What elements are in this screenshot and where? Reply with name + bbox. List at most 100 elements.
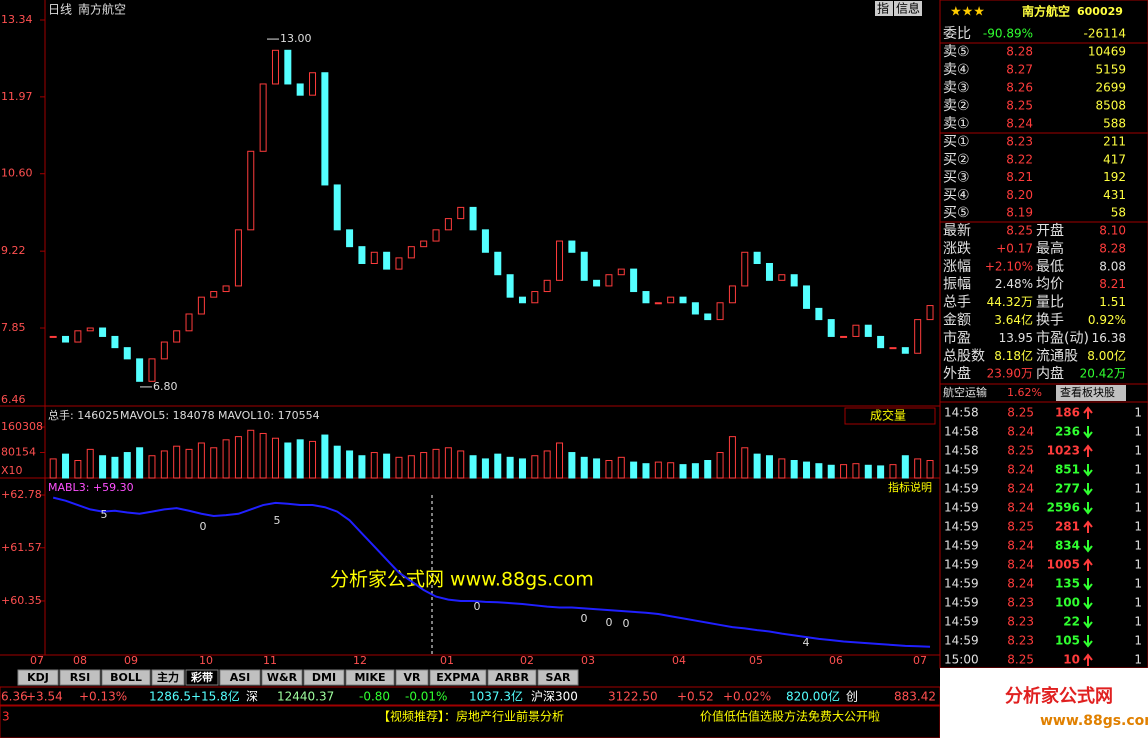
trade-count: 1 [1134, 463, 1142, 477]
trade-time: 14:59 [944, 520, 979, 534]
candle [49, 335, 57, 338]
tab-label[interactable]: SAR [546, 671, 571, 684]
sector-button[interactable] [1056, 385, 1126, 401]
y-tick-label: 160308 [1, 420, 43, 433]
candle [803, 285, 811, 309]
tab-label[interactable]: 主力 [157, 670, 179, 684]
candle [420, 240, 428, 248]
button[interactable] [894, 1, 922, 16]
tab[interactable] [429, 669, 487, 686]
candle [309, 72, 317, 96]
candle [222, 285, 230, 293]
volume-bar [99, 455, 107, 479]
volume-bar [815, 463, 823, 479]
tab-label[interactable]: RSI [70, 671, 91, 684]
ticker-promo[interactable]: 价值低估值选股方法免费大公开啦 [700, 709, 880, 724]
candle [74, 330, 82, 343]
trade-volume: 1005 [1047, 558, 1080, 572]
status-item: 1286.5+15.8亿 [149, 689, 240, 704]
button-label[interactable]: 信息 [896, 1, 920, 16]
y-tick-label: 7.85 [1, 321, 26, 334]
trade-count: 1 [1134, 634, 1142, 648]
indicator-marker: 0 [200, 520, 207, 533]
tab[interactable] [395, 669, 429, 686]
x-tick-label: 02 [520, 654, 534, 667]
tab[interactable] [219, 669, 261, 686]
indicator-marker: 0 [623, 617, 630, 630]
stat-value: +0.17 [996, 241, 1033, 255]
stat-value: 8.18亿 [994, 348, 1033, 363]
tab[interactable] [59, 669, 101, 686]
candle [197, 296, 205, 315]
tab[interactable] [487, 669, 537, 686]
volume-bar [247, 429, 255, 479]
button[interactable] [875, 1, 893, 16]
sector-button-label[interactable]: 查看板块股 [1060, 385, 1115, 399]
tab-label[interactable]: W&R [267, 671, 298, 684]
tab[interactable] [345, 669, 395, 686]
volume-bar [790, 460, 798, 479]
volume-bar [136, 447, 144, 479]
volume-bar [111, 456, 119, 479]
tab-label[interactable]: DMI [312, 671, 336, 684]
volume-bar [197, 442, 205, 479]
tab[interactable] [17, 669, 59, 686]
rating: ★★★ [950, 5, 985, 20]
status-item: -0.80 [359, 690, 390, 704]
ticker-news[interactable]: 【视频推荐】：房地产行业前景分析 [378, 709, 564, 724]
trade-price: 8.24 [1007, 539, 1034, 553]
trade-volume: 105 [1055, 634, 1080, 648]
row-volume: 588 [1103, 117, 1126, 131]
tab[interactable] [151, 669, 185, 686]
trade-volume: 236 [1055, 425, 1080, 439]
indicator-help[interactable]: 指标说明 [888, 480, 932, 494]
tab-label[interactable]: ASI [230, 671, 251, 684]
indicator-line [52, 496, 931, 648]
volume-bar [333, 445, 341, 479]
tab[interactable] [185, 669, 219, 686]
candle [86, 327, 94, 332]
candle [605, 274, 613, 287]
selector[interactable] [844, 407, 936, 425]
candle [296, 83, 304, 96]
tab-label[interactable]: KDJ [27, 671, 49, 684]
button-label[interactable]: 指 [877, 1, 889, 16]
volume-bar [383, 453, 391, 479]
tab[interactable] [303, 669, 345, 686]
candle [457, 206, 465, 220]
trade-time: 15:00 [944, 653, 979, 667]
trade-arrow [1083, 444, 1093, 457]
row-label: 卖① [943, 116, 970, 132]
stat-value: 8.08 [1099, 259, 1126, 273]
candle [852, 324, 860, 337]
tab-label[interactable]: ARBR [495, 671, 529, 684]
trade-time: 14:58 [944, 406, 979, 420]
volume-bar [691, 463, 699, 479]
tab-label[interactable]: 彩带 [190, 670, 213, 684]
candle [333, 184, 341, 231]
tab-label[interactable]: VR [404, 671, 422, 684]
tab-label[interactable]: BOLL [110, 671, 142, 684]
row-label: 卖② [943, 98, 970, 114]
candle [716, 302, 724, 321]
tab[interactable] [537, 669, 579, 686]
trade-price: 8.24 [1007, 577, 1034, 591]
volume-bar [827, 464, 835, 479]
tab[interactable] [261, 669, 303, 686]
trade-arrow [1083, 540, 1093, 553]
quote-code: 600029 [1077, 5, 1123, 18]
tab[interactable] [101, 669, 151, 686]
y-tick-label: 10.60 [1, 167, 33, 180]
indicator-marker: 0 [581, 612, 588, 625]
tab-label[interactable]: EXPMA [436, 671, 480, 684]
volume-bar [494, 453, 502, 479]
quote-panel [939, 0, 1148, 669]
tab-label[interactable]: MIKE [354, 671, 385, 684]
volume-bar [803, 461, 811, 479]
stat-value: +2.10% [985, 259, 1033, 273]
volume-bar [679, 464, 687, 479]
stat-value: 44.32万 [987, 295, 1033, 309]
volume-bar [901, 455, 909, 479]
selector-label[interactable]: 成交量 [870, 408, 906, 423]
